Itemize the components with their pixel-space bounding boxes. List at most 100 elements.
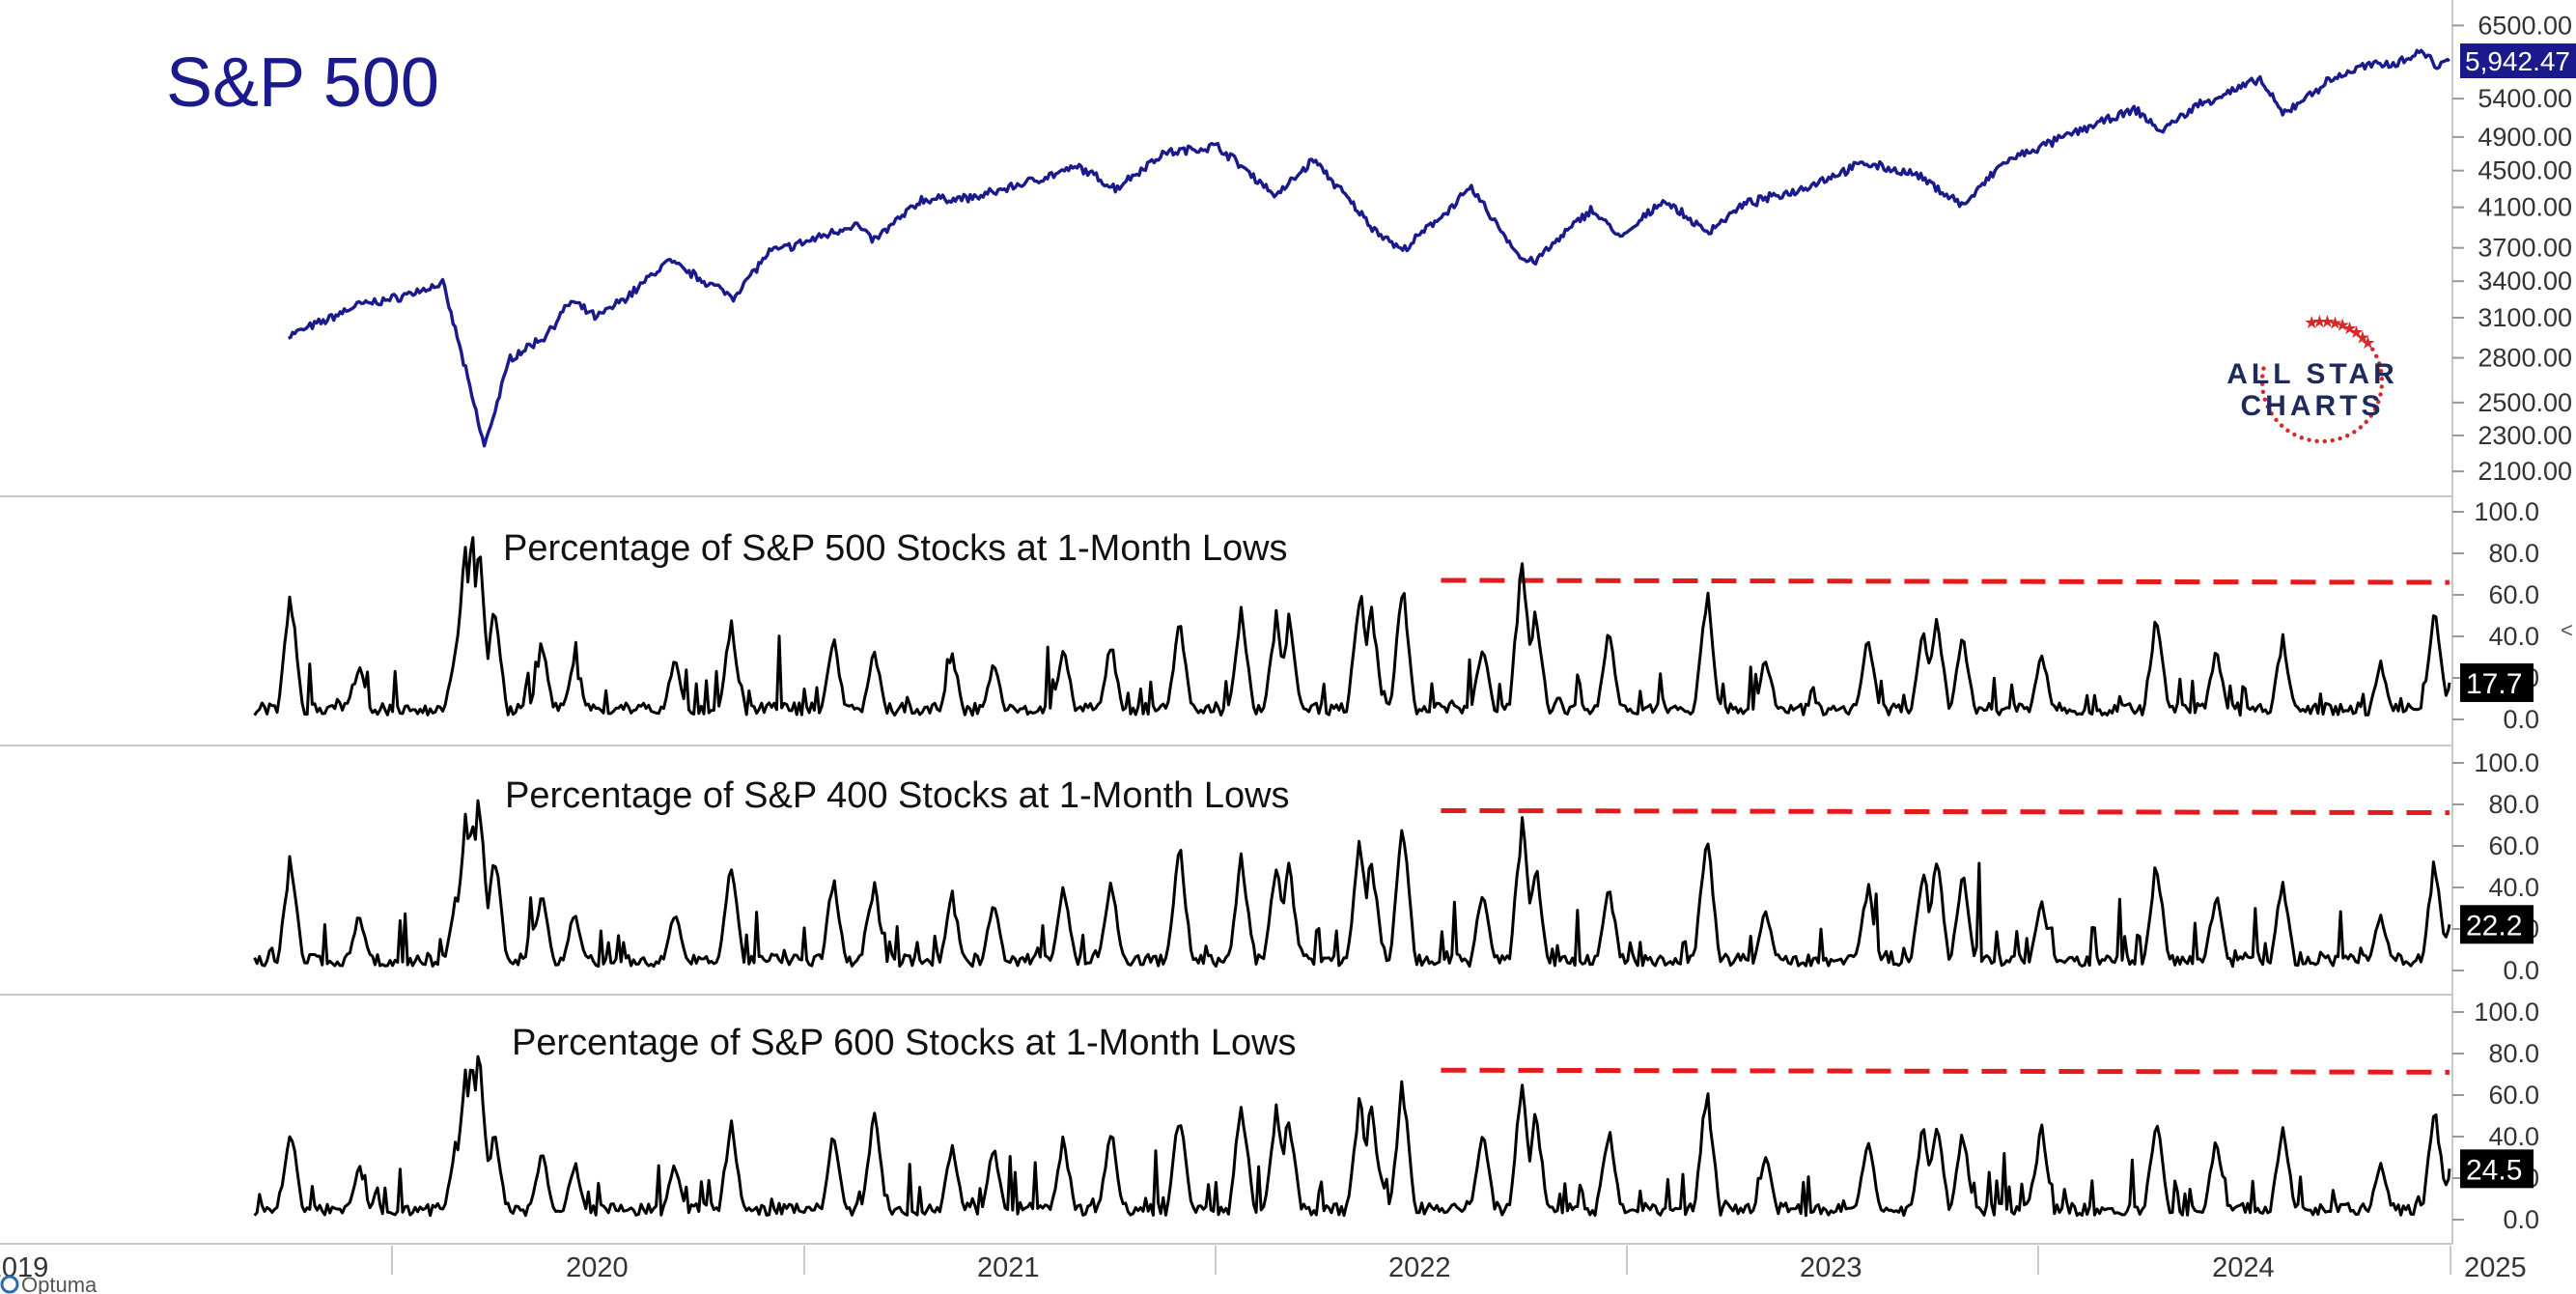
x-tick-label: 2025 bbox=[2464, 1252, 2527, 1283]
breadth-tick-label: 0.0 bbox=[2503, 956, 2539, 985]
logo-dot bbox=[2299, 436, 2304, 440]
star-ring-icon: ★★★★★★★★★ bbox=[2259, 312, 2385, 444]
threshold-line-sp500 bbox=[1441, 577, 2450, 585]
breadth-tick-label: 100.0 bbox=[2474, 748, 2539, 777]
breadth-panel-title-sp500: Percentage of S&P 500 Stocks at 1-Month … bbox=[503, 528, 1288, 569]
breadth-last-value-sp500: 17.7 bbox=[2466, 668, 2522, 700]
price-last-value-background bbox=[2460, 43, 2576, 79]
price-tick-label: 3100.00 bbox=[2478, 303, 2572, 332]
logo-dot bbox=[2274, 417, 2279, 423]
price-tick-label: 2500.00 bbox=[2478, 388, 2572, 417]
grid-layer bbox=[0, 0, 2453, 1245]
logo-star: ★ bbox=[2355, 327, 2370, 347]
price-tick-label: 3400.00 bbox=[2478, 267, 2572, 295]
breadth-last-value-background-sp400 bbox=[2460, 905, 2534, 944]
breadth-tick-label: 0.0 bbox=[2503, 705, 2539, 734]
logo-dot bbox=[2265, 405, 2271, 409]
logo-dot bbox=[2260, 374, 2265, 379]
breadth-last-value-background-sp500 bbox=[2460, 662, 2534, 702]
logo-dot bbox=[2262, 397, 2268, 402]
breadth-series-line-sp500 bbox=[253, 536, 2451, 717]
logo-dot bbox=[2370, 347, 2375, 352]
price-tick-label: 4900.00 bbox=[2478, 123, 2572, 152]
price-tick-label: 6500.00 bbox=[2478, 11, 2572, 40]
scroll-marker[interactable]: < bbox=[2561, 618, 2573, 642]
breadth-y-axis-sp600: 100.080.060.040.020.00.0 bbox=[2452, 998, 2539, 1234]
watermark: Optuma bbox=[0, 1273, 98, 1294]
logo-dot bbox=[2314, 438, 2319, 443]
logo-dot bbox=[2345, 433, 2350, 438]
logo-dot bbox=[2373, 353, 2379, 358]
logo-dot bbox=[2322, 438, 2327, 444]
price-tick-label: 2800.00 bbox=[2478, 344, 2572, 373]
x-tick-label: 2020 bbox=[566, 1252, 629, 1283]
breadth-last-value-sp400: 22.2 bbox=[2466, 910, 2522, 942]
logo-dot bbox=[2260, 389, 2266, 394]
logo-line-2: CHARTS bbox=[2241, 390, 2385, 422]
breadth-series-line-sp600 bbox=[253, 1055, 2451, 1218]
logo-dot bbox=[2372, 407, 2378, 411]
x-axis: 2019202020212022202320242025 bbox=[0, 1246, 2527, 1283]
logo-dot bbox=[2307, 437, 2311, 442]
breadth-tick-label: 100.0 bbox=[2474, 497, 2539, 526]
breadth-panel-sp400: Percentage of S&P 400 Stocks at 1-Month … bbox=[253, 748, 2539, 985]
price-last-value-tag: 5,942.47 bbox=[2460, 43, 2576, 79]
logo-dot bbox=[2279, 423, 2284, 428]
breadth-tick-label: 60.0 bbox=[2488, 831, 2539, 860]
logo-dot bbox=[2269, 411, 2274, 416]
logo-star: ★ bbox=[2342, 319, 2358, 338]
price-panel: S&P 500 6500.00 5400.00 4900.00 4500.00 4100… bbox=[166, 11, 2576, 486]
logo-dot bbox=[2259, 381, 2265, 386]
logo-dot bbox=[2358, 425, 2364, 430]
breadth-panel-title-sp400: Percentage of S&P 400 Stocks at 1-Month … bbox=[505, 775, 1290, 816]
logo-dot bbox=[2368, 413, 2373, 418]
breadth-last-value-sp600: 24.5 bbox=[2466, 1154, 2522, 1186]
logo-dot bbox=[2285, 428, 2290, 433]
logo-star: ★ bbox=[2304, 313, 2319, 332]
threshold-line-sp400 bbox=[1441, 807, 2450, 816]
watermark-icon bbox=[0, 1275, 19, 1294]
breadth-tick-label: 40.0 bbox=[2488, 873, 2539, 902]
price-tick-label: 4100.00 bbox=[2478, 193, 2572, 222]
breadth-tick-label: 60.0 bbox=[2488, 1081, 2539, 1110]
breadth-tick-label: 80.0 bbox=[2488, 790, 2539, 819]
x-tick-label: 2022 bbox=[1388, 1252, 1451, 1283]
logo-line-1: ALL STAR bbox=[2226, 358, 2398, 390]
breadth-tick-label: 80.0 bbox=[2488, 1039, 2539, 1068]
logo-dot bbox=[2376, 361, 2382, 366]
all-star-charts-logo: ★★★★★★★★★ ALL STAR CHARTS bbox=[2226, 312, 2398, 444]
breadth-series-line-sp400 bbox=[253, 799, 2451, 969]
breadth-last-value-background-sp600 bbox=[2460, 1149, 2534, 1189]
price-panel-title: S&P 500 bbox=[166, 44, 439, 122]
breadth-tick-label: 80.0 bbox=[2488, 539, 2539, 568]
breadth-tick-label: 40.0 bbox=[2488, 622, 2539, 651]
breadth-tick-label: 40.0 bbox=[2488, 1122, 2539, 1151]
logo-dot bbox=[2292, 432, 2297, 437]
logo-dot bbox=[2376, 400, 2381, 405]
logo-dot bbox=[2379, 377, 2385, 381]
x-tick-label: 2023 bbox=[1800, 1252, 1862, 1283]
logo-star: ★ bbox=[2335, 316, 2350, 335]
logo-dot bbox=[2378, 392, 2383, 397]
logo-dot bbox=[2378, 369, 2384, 374]
breadth-tick-label: 60.0 bbox=[2488, 580, 2539, 609]
threshold-line-sp600 bbox=[1441, 1067, 2450, 1075]
logo-dot bbox=[2338, 436, 2342, 441]
logo-dot bbox=[2261, 366, 2266, 371]
breadth-tick-label: 100.0 bbox=[2474, 998, 2539, 1027]
price-tick-label: 2300.00 bbox=[2478, 421, 2572, 450]
logo-dot bbox=[2364, 419, 2368, 425]
logo-star: ★ bbox=[2348, 323, 2364, 342]
breadth-panel-title-sp600: Percentage of S&P 600 Stocks at 1-Month … bbox=[512, 1023, 1297, 1063]
breadth-tick-label: 0.0 bbox=[2503, 1205, 2539, 1234]
logo-dot bbox=[2330, 437, 2335, 443]
logo-star: ★ bbox=[2311, 312, 2327, 331]
price-y-axis: 6500.00 5400.00 4900.00 4500.00 4100.00 3700.… bbox=[2452, 11, 2572, 486]
breadth-panel-sp600: Percentage of S&P 600 Stocks at 1-Month … bbox=[253, 998, 2539, 1234]
price-series-line bbox=[288, 48, 2450, 448]
logo-star: ★ bbox=[2327, 313, 2342, 332]
price-tick-label: 5400.00 bbox=[2478, 84, 2572, 113]
x-tick-label: 2021 bbox=[977, 1252, 1040, 1283]
